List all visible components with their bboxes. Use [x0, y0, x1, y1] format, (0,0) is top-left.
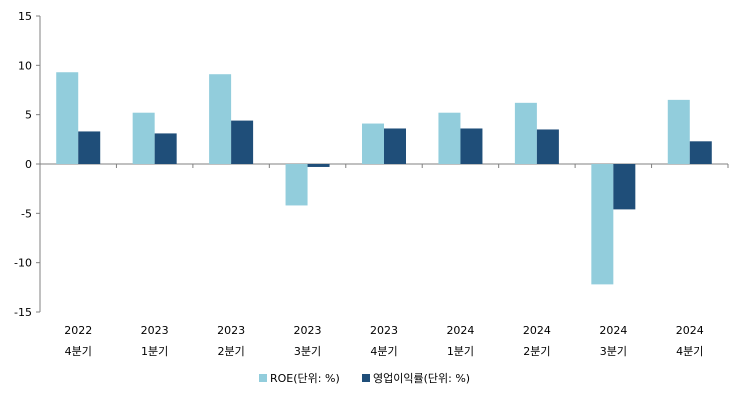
legend-swatch [259, 374, 267, 382]
x-tick-label-year: 2023 [141, 324, 169, 337]
y-tick-label: -5 [21, 207, 32, 220]
bar-roe [56, 72, 79, 164]
bar-roe [438, 112, 461, 164]
bar-roe [362, 123, 384, 164]
x-tick-label-quarter: 1분기 [141, 345, 168, 358]
x-tick-label-year: 2024 [599, 324, 627, 337]
bar-roe [667, 99, 690, 164]
bar-operating-margin [78, 131, 101, 164]
x-tick-label-year: 2023 [370, 324, 398, 337]
y-tick-label: 0 [25, 158, 32, 171]
bar-roe [514, 102, 537, 164]
legend-label: 영업이익률(단위: %) [373, 372, 470, 385]
x-tick-label-quarter: 3분기 [294, 345, 321, 358]
legend-swatch [362, 374, 370, 382]
x-tick-label-quarter: 1분기 [447, 345, 474, 358]
x-tick-label-quarter: 4분기 [65, 345, 92, 358]
legend-label: ROE(단위: %) [270, 372, 340, 385]
bar-roe [285, 164, 308, 206]
x-tick-label-quarter: 4분기 [676, 345, 703, 358]
x-tick-label-year: 2023 [217, 324, 245, 337]
bar-operating-margin [154, 133, 177, 164]
bar-roe [132, 112, 155, 164]
bar-operating-margin [689, 141, 712, 164]
y-tick-label: -15 [14, 306, 32, 319]
x-tick-label-quarter: 4분기 [370, 345, 397, 358]
x-tick-label-quarter: 2분기 [217, 345, 244, 358]
y-tick-label: -10 [14, 257, 32, 270]
x-tick-label-year: 2024 [446, 324, 474, 337]
bar-roe [591, 164, 614, 285]
x-tick-label-year: 2023 [294, 324, 322, 337]
x-tick-label-year: 2024 [676, 324, 704, 337]
x-tick-label-year: 2022 [64, 324, 92, 337]
x-tick-label-quarter: 3분기 [600, 345, 627, 358]
y-tick-label: 15 [18, 10, 32, 23]
y-tick-label: 5 [25, 109, 32, 122]
bar-operating-margin [460, 128, 483, 164]
y-tick-label: 10 [18, 59, 32, 72]
x-tick-label-quarter: 2분기 [523, 345, 550, 358]
bar-operating-margin [384, 128, 406, 164]
x-tick-label-year: 2024 [523, 324, 551, 337]
bar-operating-margin [536, 129, 559, 164]
bar-operating-margin [307, 164, 330, 167]
bar-operating-margin [231, 120, 254, 164]
bars [56, 72, 712, 285]
bar-operating-margin [613, 164, 636, 210]
x-axis-labels: 2022 4분기 2023 1분기 2023 2분기 2023 3분기 2023 4분기 2024 1… [64, 324, 704, 358]
bar-roe [209, 74, 232, 164]
legend: ROE(단위: %) 영업이익률(단위: %) [259, 372, 470, 385]
